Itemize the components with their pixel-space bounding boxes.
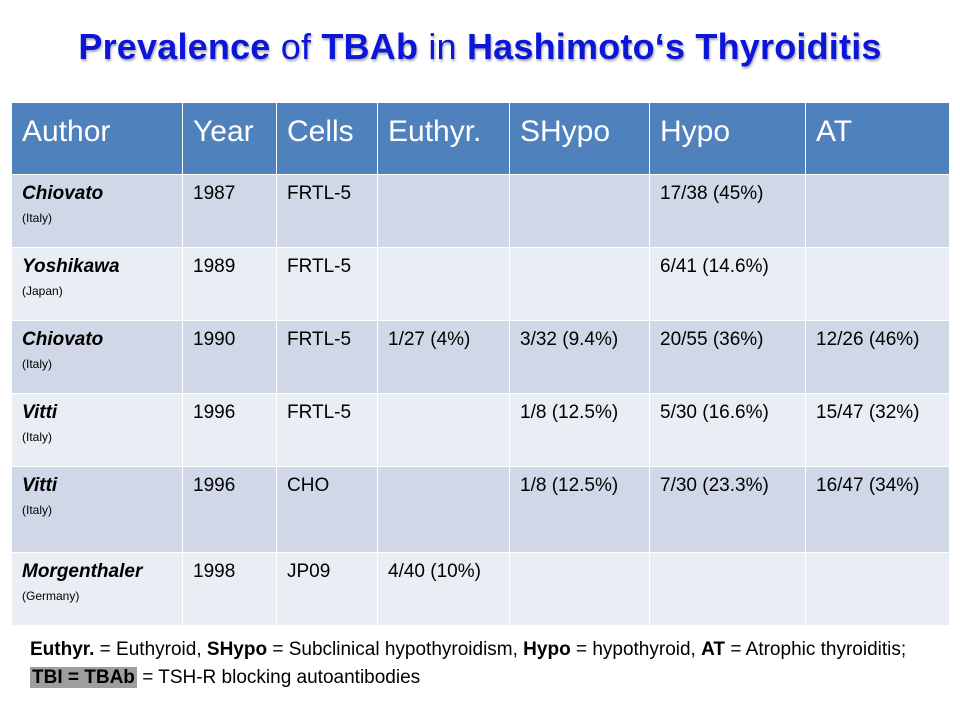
prevalence-table: Author Year Cells Euthyr. SHypo Hypo AT … <box>11 102 950 626</box>
cell-author: Vitti (Italy) <box>11 393 183 467</box>
footnote-def-tbi: = TSH-R blocking autoantibodies <box>136 667 421 688</box>
table-row: Vitti (Italy) 1996 CHO 1/8 (12.5%) 7/30 (… <box>11 466 950 553</box>
cell-author: Vitti (Italy) <box>11 466 183 553</box>
cell-at <box>805 247 950 321</box>
cell-hypo: 7/30 (23.3%) <box>649 466 806 553</box>
cell-shypo: 1/8 (12.5%) <box>509 466 650 553</box>
author-country: (Italy) <box>22 503 52 517</box>
cell-shypo: 3/32 (9.4%) <box>509 320 650 394</box>
footnote-key-shypo: SHypo <box>206 639 268 660</box>
title-prevalence: Prevalence <box>78 26 271 67</box>
cell-author: Chiovato (Italy) <box>11 320 183 394</box>
author-name: Chiovato <box>22 183 104 204</box>
cell-shypo <box>509 247 650 321</box>
author-country: (Italy) <box>22 357 52 371</box>
cell-hypo: 6/41 (14.6%) <box>649 247 806 321</box>
cell-at: 16/47 (34%) <box>805 466 950 553</box>
cell-shypo <box>509 552 650 626</box>
cell-shypo: 1/8 (12.5%) <box>509 393 650 467</box>
title-hashimoto: Hashimoto‘s Thyroiditis <box>466 26 882 67</box>
cell-cells: FRTL-5 <box>276 320 378 394</box>
cell-hypo <box>649 552 806 626</box>
header-at: AT <box>805 102 950 175</box>
footnote-def-shypo: = Subclinical hypothyroidism, <box>267 639 524 660</box>
cell-author: Morgenthaler (Germany) <box>11 552 183 626</box>
footnote-key-at: AT <box>701 639 726 660</box>
footnote-def-at: = Atrophic thyroiditis; <box>725 639 907 660</box>
slide-title: Prevalence of TBAb in Hashimoto‘s Thyroi… <box>0 26 960 68</box>
cell-at <box>805 552 950 626</box>
header-year: Year <box>182 102 277 175</box>
table-row: Vitti (Italy) 1996 FRTL-5 1/8 (12.5%) 5/3… <box>11 393 950 467</box>
cell-hypo: 20/55 (36%) <box>649 320 806 394</box>
footnote-key-hypo: Hypo <box>523 639 571 660</box>
cell-year: 1996 <box>182 393 277 467</box>
author-name: Chiovato <box>22 329 104 350</box>
cell-hypo: 17/38 (45%) <box>649 174 806 248</box>
header-shypo: SHypo <box>509 102 650 175</box>
cell-euthyr: 1/27 (4%) <box>377 320 510 394</box>
cell-euthyr <box>377 393 510 467</box>
cell-at <box>805 174 950 248</box>
cell-cells: FRTL-5 <box>276 174 378 248</box>
author-country: (Germany) <box>22 589 80 603</box>
author-name: Vitti <box>22 402 58 423</box>
cell-year: 1989 <box>182 247 277 321</box>
footnote-key-euthyr: Euthyr. <box>30 639 95 660</box>
cell-year: 1996 <box>182 466 277 553</box>
cell-cells: CHO <box>276 466 378 553</box>
cell-year: 1998 <box>182 552 277 626</box>
cell-at: 15/47 (32%) <box>805 393 950 467</box>
author-name: Yoshikawa <box>22 256 120 277</box>
header-hypo: Hypo <box>649 102 806 175</box>
author-name: Morgenthaler <box>22 561 143 582</box>
cell-hypo: 5/30 (16.6%) <box>649 393 806 467</box>
title-of: of <box>270 26 322 67</box>
table-row: Chiovato (Italy) 1990 FRTL-5 1/27 (4%) 3/… <box>11 320 950 394</box>
cell-shypo <box>509 174 650 248</box>
author-country: (Italy) <box>22 211 52 225</box>
footnote-def-euthyr: = Euthyroid, <box>94 639 207 660</box>
cell-year: 1987 <box>182 174 277 248</box>
abbreviations-footnote: Euthyr. = Euthyroid, SHypo = Subclinical… <box>30 636 940 692</box>
cell-author: Yoshikawa (Japan) <box>11 247 183 321</box>
header-cells: Cells <box>276 102 378 175</box>
table-header-row: Author Year Cells Euthyr. SHypo Hypo AT <box>11 102 950 175</box>
footnote-def-hypo: = hypothyroid, <box>570 639 702 660</box>
header-author: Author <box>11 102 183 175</box>
title-in: in <box>418 26 467 67</box>
cell-author: Chiovato (Italy) <box>11 174 183 248</box>
cell-euthyr <box>377 174 510 248</box>
title-tbab: TBAb <box>321 26 419 67</box>
cell-euthyr <box>377 247 510 321</box>
cell-euthyr: 4/40 (10%) <box>377 552 510 626</box>
table-row: Yoshikawa (Japan) 1989 FRTL-5 6/41 (14.6%… <box>11 247 950 321</box>
cell-euthyr <box>377 466 510 553</box>
cell-cells: JP09 <box>276 552 378 626</box>
cell-cells: FRTL-5 <box>276 247 378 321</box>
author-name: Vitti <box>22 475 58 496</box>
author-country: (Japan) <box>22 284 63 298</box>
cell-cells: FRTL-5 <box>276 393 378 467</box>
footnote-key-tbi-highlight: TBI = TBAb <box>30 667 137 688</box>
header-euthyr: Euthyr. <box>377 102 510 175</box>
cell-year: 1990 <box>182 320 277 394</box>
author-country: (Italy) <box>22 430 52 444</box>
cell-at: 12/26 (46%) <box>805 320 950 394</box>
table-row: Morgenthaler (Germany) 1998 JP09 4/40 (10… <box>11 552 950 626</box>
table-row: Chiovato (Italy) 1987 FRTL-5 17/38 (45%) <box>11 174 950 248</box>
